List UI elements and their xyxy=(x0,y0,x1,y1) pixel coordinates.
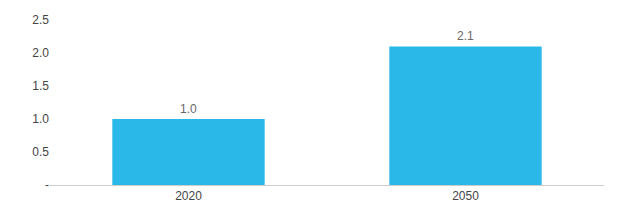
svg-text:0.5: 0.5 xyxy=(32,145,49,159)
svg-text:2.5: 2.5 xyxy=(32,13,49,27)
svg-text:2020: 2020 xyxy=(175,189,202,203)
svg-text:1.0: 1.0 xyxy=(32,112,49,126)
svg-text:-: - xyxy=(45,178,49,192)
svg-text:2050: 2050 xyxy=(452,189,479,203)
svg-text:1.5: 1.5 xyxy=(32,79,49,93)
svg-text:2.0: 2.0 xyxy=(32,46,49,60)
svg-text:2.1: 2.1 xyxy=(457,29,474,43)
svg-text:1.0: 1.0 xyxy=(180,102,197,116)
